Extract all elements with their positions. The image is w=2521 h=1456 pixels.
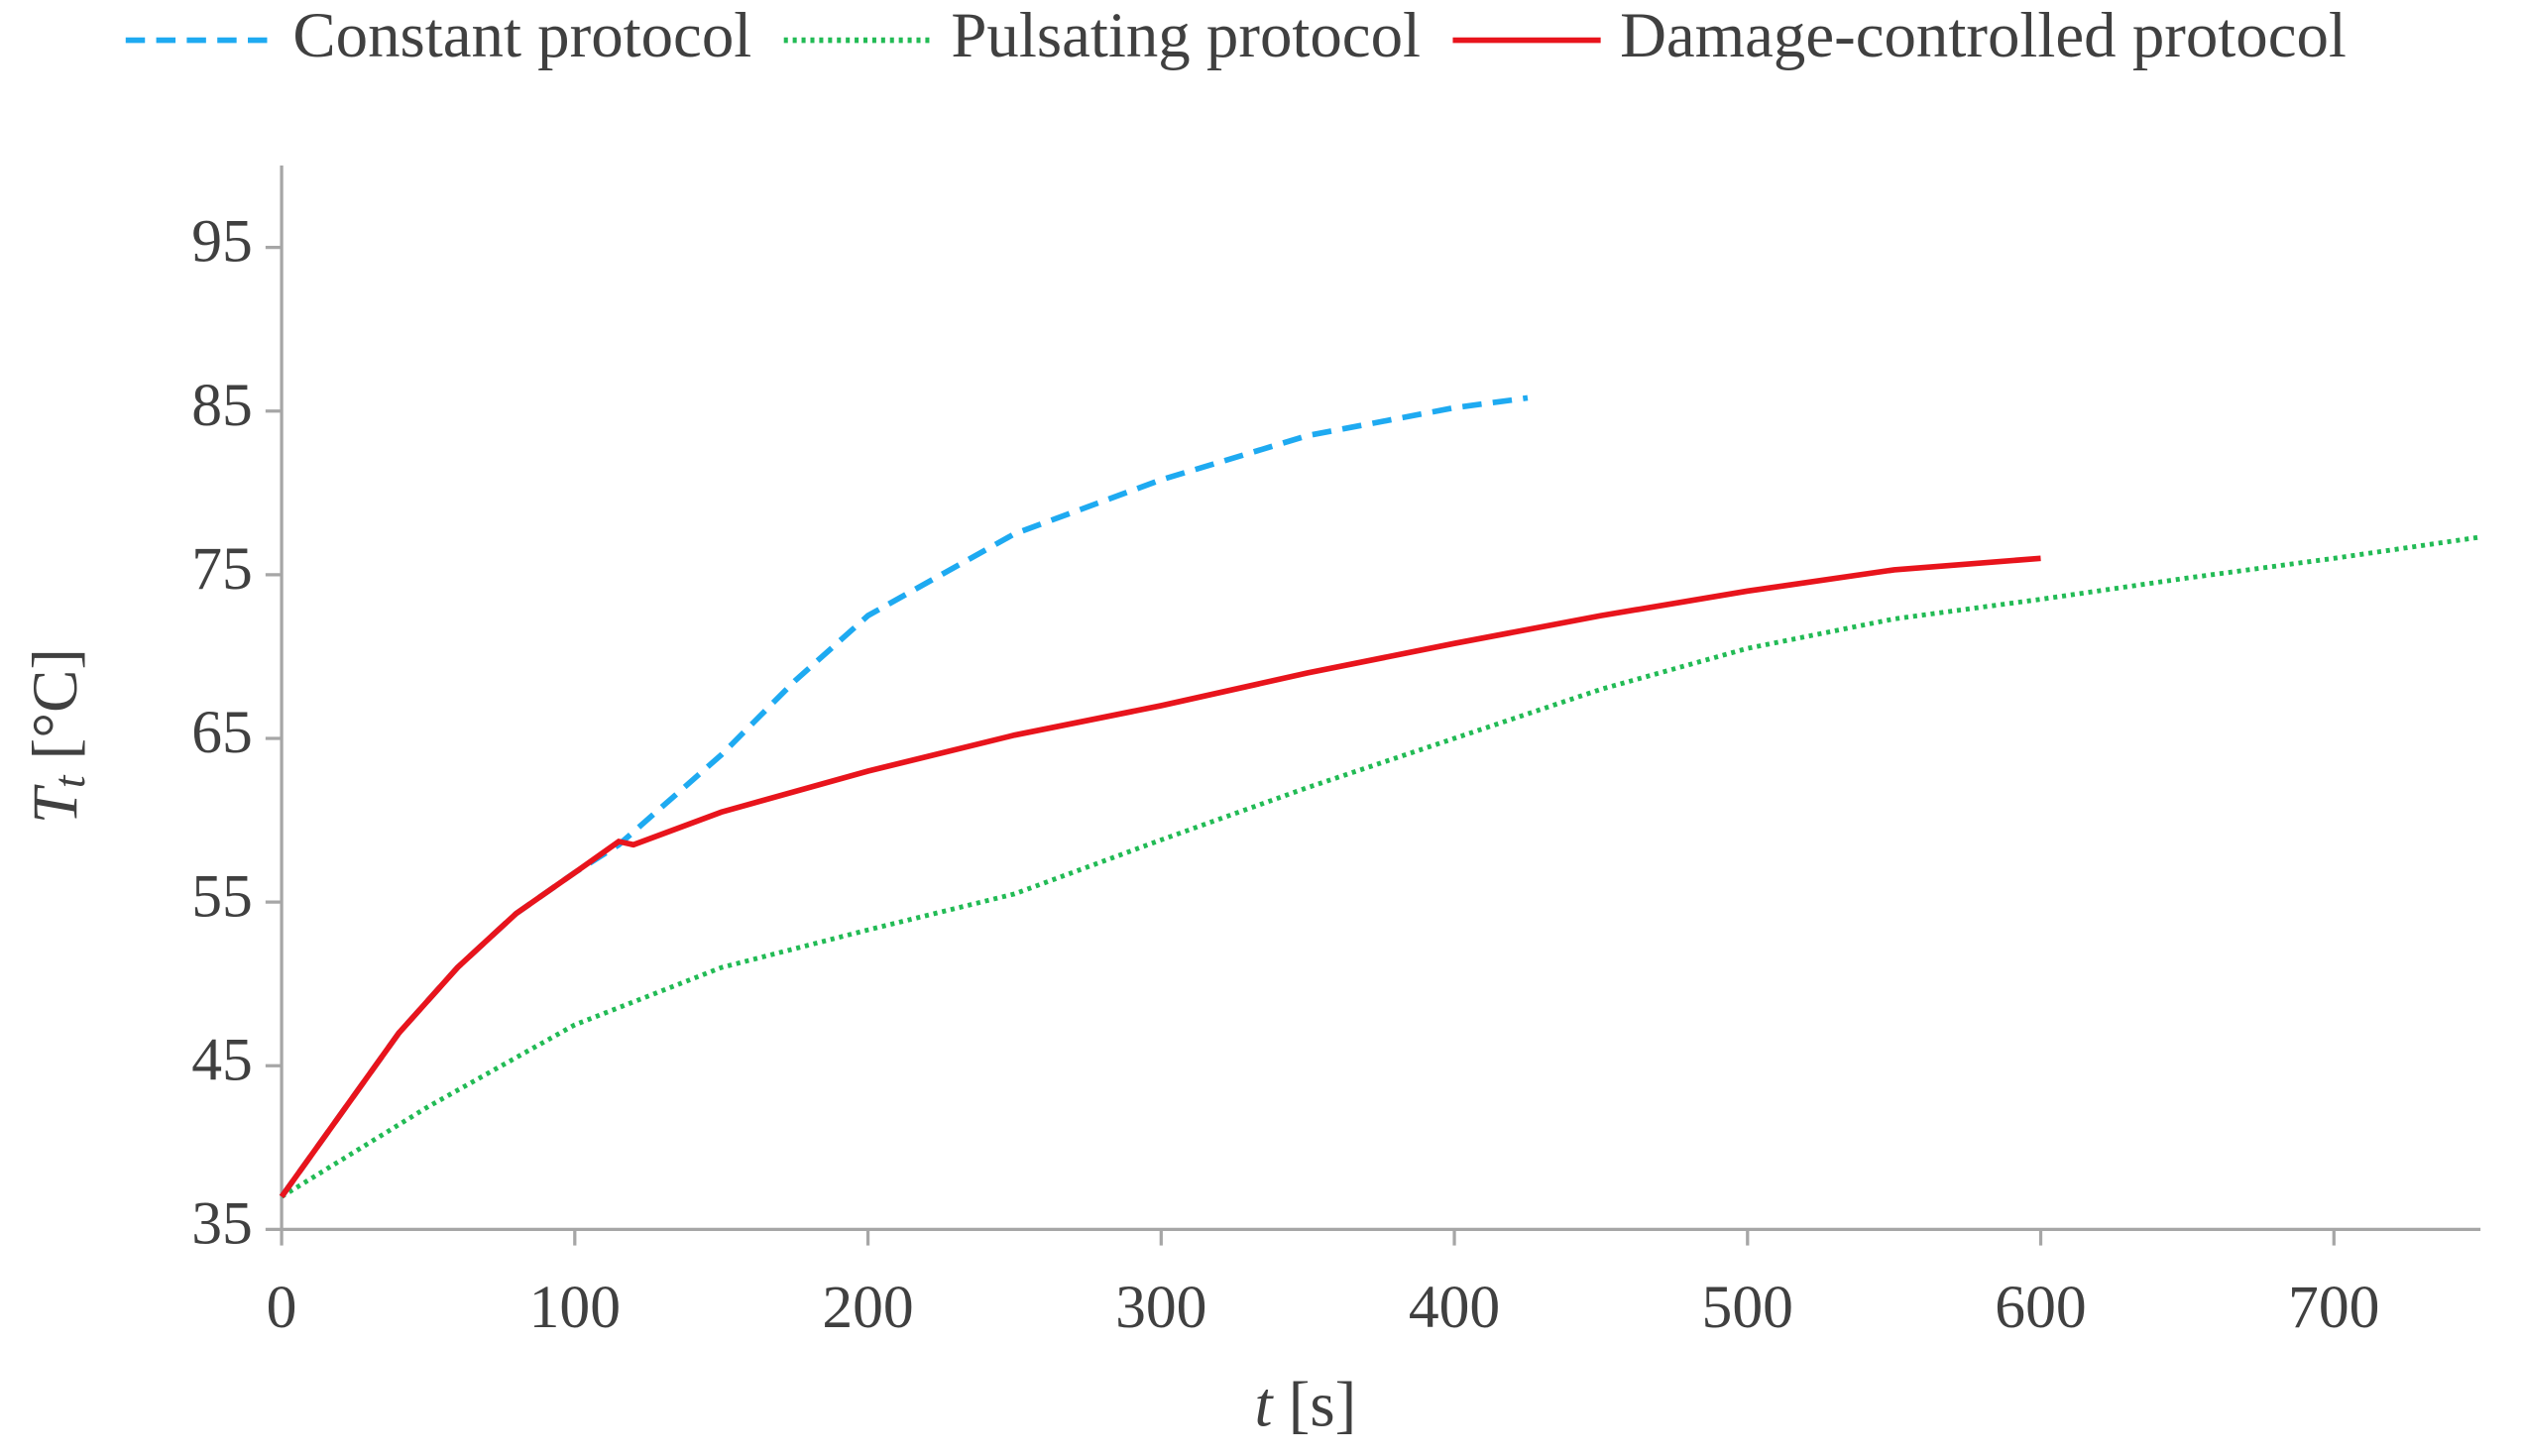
y-tick-label: 85 (191, 372, 253, 439)
y-tick-label: 55 (191, 862, 253, 930)
series-line (280, 534, 2481, 1199)
y-label-symbol: T (20, 784, 91, 824)
y-axis-label: Tt [°C] (20, 648, 104, 824)
x-tick-label: 500 (1702, 1274, 1793, 1341)
y-tick-label: 95 (191, 208, 253, 276)
y-label-unit: [°C] (20, 648, 91, 759)
x-label-symbol: t (1255, 1369, 1275, 1440)
x-label-unit: [s] (1289, 1369, 1356, 1440)
x-tick-label: 200 (822, 1274, 913, 1341)
y-tick-label: 45 (191, 1026, 253, 1093)
legend-label: Pulsating protocol (951, 0, 1421, 71)
legend-label: Constant protocol (292, 0, 751, 71)
x-tick-label: 100 (529, 1274, 621, 1341)
x-axis-label: t [s] (1255, 1369, 1357, 1440)
x-tick-label: 0 (267, 1274, 297, 1341)
y-label-subscript: t (45, 774, 94, 788)
legend: Constant protocol Pulsating protocol Damag… (125, 0, 2347, 71)
x-tick-label: 700 (2288, 1274, 2379, 1341)
y-tick-label: 75 (191, 535, 253, 603)
y-tick-label: 65 (191, 699, 253, 766)
series-line (279, 555, 2041, 1199)
x-tick-label: 600 (1995, 1274, 2086, 1341)
y-tick-label: 35 (191, 1190, 253, 1258)
x-tick-label: 300 (1115, 1274, 1206, 1341)
x-tick-label: 400 (1409, 1274, 1500, 1341)
series-line (279, 394, 1529, 1199)
legend-label: Damage-controlled protocol (1620, 0, 2347, 71)
